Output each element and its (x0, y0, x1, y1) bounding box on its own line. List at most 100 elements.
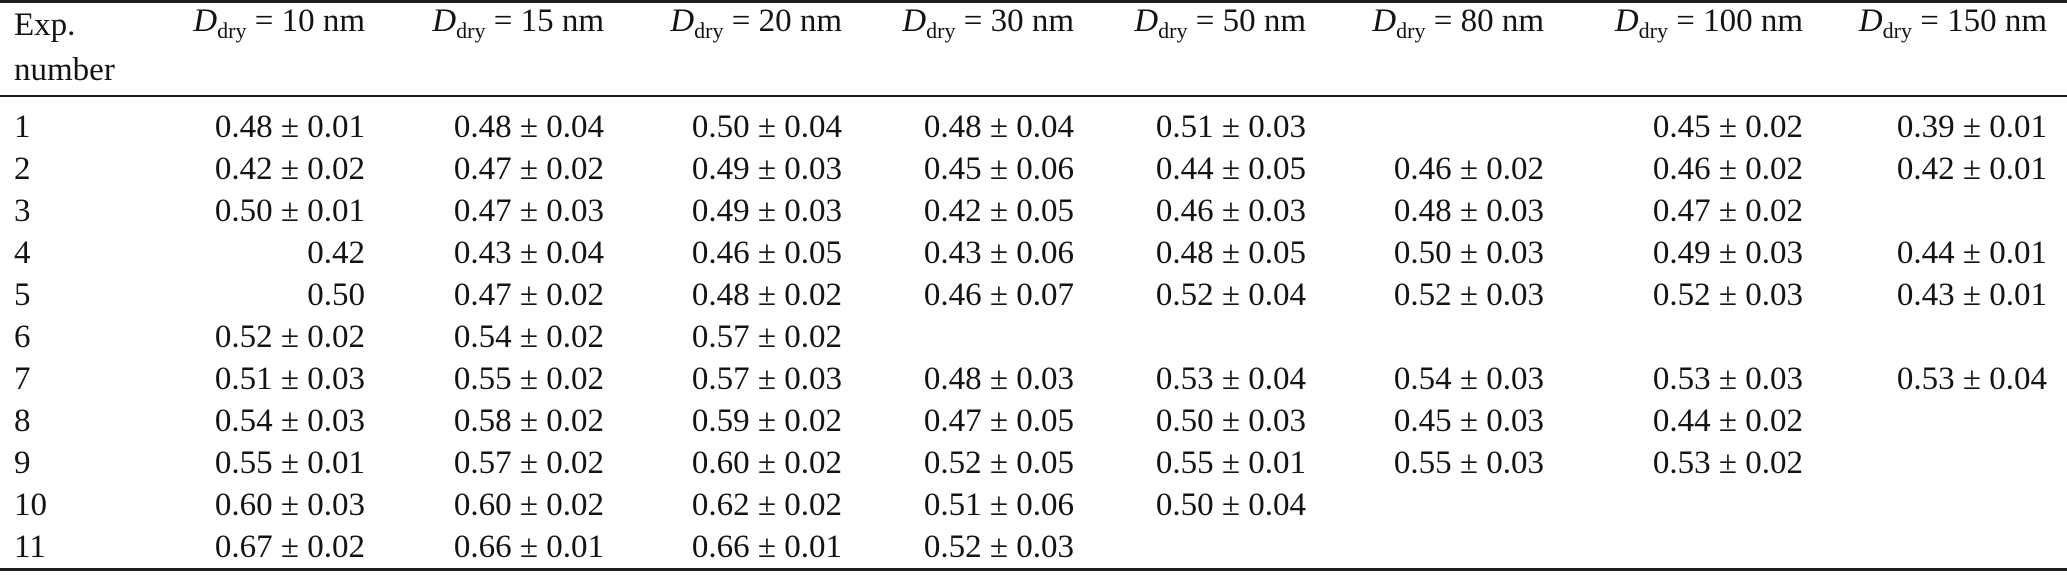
value-cell: 0.52 ± 0.05 (923, 445, 1074, 481)
value-cell (1544, 316, 1803, 358)
exp-number-cell: 7 (14, 361, 31, 397)
diameter-value: = 10 nm (246, 3, 365, 39)
column-header-ddry-80nm: Ddry = 80 nm (1306, 1, 1544, 97)
diameter-value: = 50 nm (1187, 3, 1306, 39)
value-cell: 0.52 ± 0.04 (1155, 277, 1306, 313)
dry-subscript: dry (926, 18, 956, 43)
value-cell: 0.52 ± 0.03 (923, 529, 1074, 565)
value-cell: 0.50 (307, 277, 365, 313)
value-cell (1074, 316, 1306, 358)
diameter-symbol: D (1372, 3, 1397, 39)
table-row: 4 0.42 0.43 ± 0.04 0.46 ± 0.05 0.43 ± 0.06 0.… (0, 232, 2067, 274)
exp-number-cell: 8 (14, 403, 31, 439)
exp-number-cell: 6 (14, 319, 31, 355)
diameter-symbol: D (1134, 3, 1159, 39)
value-cell: 0.67 ± 0.02 (214, 529, 365, 565)
value-cell (1544, 526, 1803, 570)
value-cell: 0.48 ± 0.03 (1393, 193, 1544, 229)
exp-header-line2: number (14, 52, 115, 88)
value-cell: 0.47 ± 0.02 (453, 151, 604, 187)
value-cell: 0.47 ± 0.03 (453, 193, 604, 229)
exp-number-header: Exp. number (0, 1, 125, 97)
diameter-symbol: D (193, 3, 218, 39)
diameter-value: = 30 nm (955, 3, 1074, 39)
value-cell: 0.46 ± 0.05 (691, 235, 842, 271)
table-row: 11 0.67 ± 0.02 0.66 ± 0.01 0.66 ± 0.01 0.52 … (0, 526, 2067, 570)
value-cell: 0.53 ± 0.02 (1652, 445, 1803, 481)
value-cell: 0.52 ± 0.03 (1393, 277, 1544, 313)
value-cell: 0.48 ± 0.01 (214, 109, 365, 145)
exp-number-cell: 2 (14, 151, 31, 187)
diameter-value: = 150 nm (1911, 3, 2047, 39)
diameter-symbol: D (432, 3, 457, 39)
value-cell: 0.47 ± 0.02 (453, 277, 604, 313)
value-cell: 0.62 ± 0.02 (691, 487, 842, 523)
exp-number-cell: 4 (14, 235, 31, 271)
value-cell: 0.60 ± 0.02 (691, 445, 842, 481)
exp-number-cell: 10 (14, 487, 47, 523)
value-cell: 0.44 ± 0.02 (1652, 403, 1803, 439)
dry-subscript: dry (1396, 18, 1426, 43)
table-row: 3 0.50 ± 0.01 0.47 ± 0.03 0.49 ± 0.03 0.42 ±… (0, 190, 2067, 232)
value-cell: 0.47 ± 0.05 (923, 403, 1074, 439)
value-cell: 0.51 ± 0.06 (923, 487, 1074, 523)
value-cell (1306, 484, 1544, 526)
table-row: 8 0.54 ± 0.03 0.58 ± 0.02 0.59 ± 0.02 0.47 ±… (0, 400, 2067, 442)
value-cell: 0.50 ± 0.04 (1155, 487, 1306, 523)
value-cell: 0.52 ± 0.03 (1652, 277, 1803, 313)
value-cell: 0.55 ± 0.01 (214, 445, 365, 481)
diameter-value: = 15 nm (485, 3, 604, 39)
value-cell: 0.55 ± 0.03 (1393, 445, 1544, 481)
diameter-value: = 20 nm (723, 3, 842, 39)
value-cell: 0.50 ± 0.03 (1155, 403, 1306, 439)
table-row: 2 0.42 ± 0.02 0.47 ± 0.02 0.49 ± 0.03 0.45 ±… (0, 148, 2067, 190)
exp-number-cell: 3 (14, 193, 31, 229)
value-cell: 0.58 ± 0.02 (453, 403, 604, 439)
value-cell: 0.48 ± 0.04 (453, 109, 604, 145)
value-cell: 0.48 ± 0.02 (691, 277, 842, 313)
value-cell: 0.57 ± 0.03 (691, 361, 842, 397)
column-header-ddry-50nm: Ddry = 50 nm (1074, 1, 1306, 97)
column-header-ddry-15nm: Ddry = 15 nm (365, 1, 604, 97)
value-cell: 0.44 ± 0.01 (1896, 235, 2047, 271)
table-row: 10 0.60 ± 0.03 0.60 ± 0.02 0.62 ± 0.02 0.51 … (0, 484, 2067, 526)
dry-subscript: dry (217, 18, 247, 43)
value-cell: 0.43 ± 0.06 (923, 235, 1074, 271)
hygroscopicity-table: Exp. number Ddry = 10 nm Ddry = 15 nm Ddry… (0, 0, 2067, 571)
value-cell (1544, 484, 1803, 526)
table-row: 5 0.50 0.47 ± 0.02 0.48 ± 0.02 0.46 ± 0.07 0.… (0, 274, 2067, 316)
exp-number-cell: 1 (14, 109, 31, 145)
column-header-ddry-20nm: Ddry = 20 nm (604, 1, 842, 97)
value-cell: 0.66 ± 0.01 (691, 529, 842, 565)
value-cell: 0.46 ± 0.02 (1652, 151, 1803, 187)
value-cell: 0.49 ± 0.03 (691, 193, 842, 229)
value-cell: 0.42 ± 0.05 (923, 193, 1074, 229)
value-cell: 0.46 ± 0.07 (923, 277, 1074, 313)
dry-subscript: dry (1638, 18, 1668, 43)
value-cell (1306, 316, 1544, 358)
dry-subscript: dry (456, 18, 486, 43)
table-row: 9 0.55 ± 0.01 0.57 ± 0.02 0.60 ± 0.02 0.52 ±… (0, 442, 2067, 484)
value-cell: 0.50 ± 0.04 (691, 109, 842, 145)
value-cell (1306, 96, 1544, 148)
value-cell: 0.54 ± 0.03 (1393, 361, 1544, 397)
diameter-symbol: D (1614, 3, 1639, 39)
value-cell: 0.54 ± 0.03 (214, 403, 365, 439)
value-cell: 0.44 ± 0.05 (1155, 151, 1306, 187)
table-row: 6 0.52 ± 0.02 0.54 ± 0.02 0.57 ± 0.02 (0, 316, 2067, 358)
dry-subscript: dry (1882, 18, 1912, 43)
diameter-symbol: D (902, 3, 927, 39)
value-cell: 0.54 ± 0.02 (453, 319, 604, 355)
value-cell: 0.49 ± 0.03 (691, 151, 842, 187)
value-cell: 0.39 ± 0.01 (1896, 109, 2047, 145)
value-cell: 0.66 ± 0.01 (453, 529, 604, 565)
value-cell (1803, 484, 2067, 526)
exp-number-cell: 9 (14, 445, 31, 481)
value-cell: 0.50 ± 0.01 (214, 193, 365, 229)
value-cell (1074, 526, 1306, 570)
table-row: 7 0.51 ± 0.03 0.55 ± 0.02 0.57 ± 0.03 0.48 ±… (0, 358, 2067, 400)
value-cell: 0.46 ± 0.03 (1155, 193, 1306, 229)
diameter-symbol: D (670, 3, 695, 39)
value-cell: 0.42 (307, 235, 365, 271)
